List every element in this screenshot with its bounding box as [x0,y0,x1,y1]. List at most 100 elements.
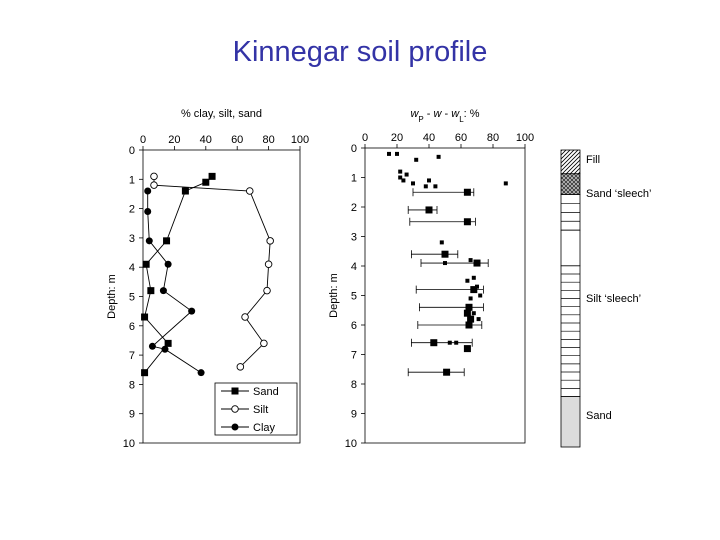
y-tick-label: 3 [129,233,135,245]
water-content-point [430,339,438,347]
y-tick-label: 5 [129,292,135,304]
x-tick-label: 100 [291,134,309,146]
x-tick-label: 80 [262,134,274,146]
sand-point [181,187,189,195]
y-axis-label: Depth: m [106,274,118,319]
water-content-point-small [454,340,459,345]
silt-point [260,339,268,348]
y-tick-label: 9 [129,409,135,421]
x-tick-label: 20 [391,132,403,144]
water-content-point [470,286,478,294]
strata-label: Sand [586,410,612,422]
x-tick-label: 60 [455,132,467,144]
y-tick-label: 4 [351,261,357,273]
water-content-point-small [436,154,441,159]
water-content-point-small [465,278,470,283]
water-content-point-small [476,317,481,322]
x-tick-label: 60 [231,134,243,146]
clay-point [144,208,152,216]
water-content-point-small [414,157,419,162]
water-content-point [473,259,481,267]
silt-point [241,313,249,321]
silt-point [264,260,273,269]
x-axis-label-part: - [424,108,434,120]
sand-point [147,287,155,295]
y-tick-label: 0 [129,145,135,157]
y-tick-label: 1 [129,174,135,186]
y-tick-label: 6 [351,320,357,332]
sand-point [202,178,210,186]
x-tick-label: 80 [487,132,499,144]
silt-point [246,187,254,195]
legend-marker-clay [231,423,239,431]
slide-title: Kinnegar soil profile [232,36,488,68]
water-content-point-small [503,181,508,186]
x-axis-label-part: w [410,108,419,120]
water-content-point-small [411,181,415,186]
water-content-point-small [439,240,444,245]
clay-point [144,187,152,195]
water-content-point-small [478,293,483,298]
water-content-point-small [447,340,452,345]
water-content-point-small [468,296,473,301]
clay-point [148,342,156,350]
x-axis-label-part: P [418,115,423,124]
water-content-point [425,206,433,214]
clay-point [161,345,169,353]
water-content-point-small [433,184,438,189]
y-tick-label: 2 [351,202,357,214]
water-content-point-small [423,184,428,189]
legend-marker-sand [231,387,239,395]
water-content-point-small [427,178,431,183]
sand-point [141,369,149,377]
water-content-point-small [471,275,476,280]
x-tick-label: 100 [516,132,534,144]
y-tick-label: 8 [351,379,357,391]
legend-marker-silt [231,405,239,413]
y-tick-label: 2 [129,204,135,216]
sand-point [142,260,150,268]
water-content-point [463,345,471,353]
silt-point [150,172,158,181]
x-tick-label: 40 [423,132,435,144]
clay-point [197,369,205,377]
x-tick-label: 40 [200,134,212,146]
water-content-point-small [398,169,403,174]
y-tick-label: 7 [129,350,135,362]
silt-point [236,363,245,371]
x-axis-label: % clay, silt, sand [181,108,262,120]
legend-label-clay: Clay [253,422,276,434]
water-content-point-small [398,175,403,180]
x-axis-label-part: w [434,108,443,120]
y-axis-label: Depth: m [328,273,340,318]
legend-label-silt: Silt [253,404,268,416]
water-content-point [465,303,473,311]
y-tick-label: 5 [351,291,357,303]
y-tick-label: 10 [123,438,135,450]
water-content-point [463,188,471,196]
strata-layer [560,173,581,195]
y-tick-label: 0 [351,143,357,155]
clay-point [145,237,153,245]
series-line-silt [153,176,271,368]
water-content-point-small [468,258,473,263]
water-content-point [463,218,471,226]
strata-label: Sand ‘sleech’ [586,188,651,200]
silt-point [266,237,274,245]
x-axis-label-part: w [451,108,460,120]
sand-point [164,339,172,347]
x-axis-label: wP - w - wL: % [410,108,479,124]
water-content-point-small [471,311,476,316]
silt-point [263,286,271,295]
water-content-point [463,309,471,317]
water-content-point [443,368,451,376]
y-tick-label: 8 [129,379,135,391]
water-content-point-small [404,172,409,177]
clay-point [164,260,172,268]
strata-layer [560,396,581,448]
silt-point [150,181,158,189]
series-line-sand [144,176,213,373]
water-content-point-small [387,151,391,156]
y-tick-label: 7 [351,350,357,362]
